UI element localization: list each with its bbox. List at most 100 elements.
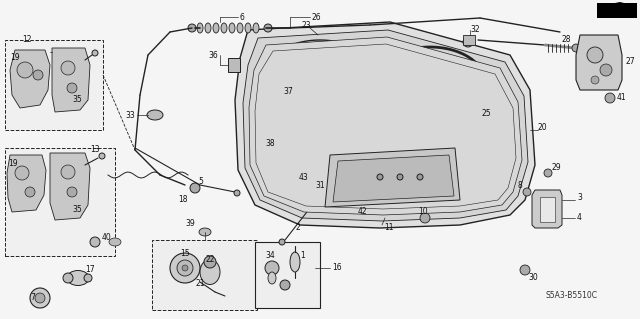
Text: 30: 30 — [528, 273, 538, 283]
Circle shape — [30, 288, 50, 308]
Polygon shape — [605, 2, 635, 14]
Text: 41: 41 — [617, 93, 627, 102]
Text: 17: 17 — [85, 265, 95, 275]
Text: 33: 33 — [125, 110, 135, 120]
Circle shape — [420, 213, 430, 223]
Text: 25: 25 — [482, 108, 492, 117]
Circle shape — [90, 237, 100, 247]
Polygon shape — [7, 155, 46, 212]
Circle shape — [544, 169, 552, 177]
Text: 31: 31 — [316, 181, 325, 189]
Circle shape — [188, 24, 196, 32]
Text: 12: 12 — [22, 35, 31, 44]
Circle shape — [600, 64, 612, 76]
Text: 15: 15 — [180, 249, 189, 258]
Polygon shape — [50, 153, 90, 220]
Text: 18: 18 — [178, 196, 188, 204]
Ellipse shape — [229, 23, 235, 33]
Text: 21: 21 — [195, 278, 205, 287]
Polygon shape — [342, 162, 357, 176]
Text: 10: 10 — [418, 207, 428, 217]
Circle shape — [17, 62, 33, 78]
Circle shape — [350, 200, 360, 210]
Text: 35: 35 — [72, 205, 82, 214]
Bar — [282, 148, 292, 158]
Text: 22: 22 — [205, 256, 214, 264]
Text: FR.: FR. — [600, 5, 616, 14]
Circle shape — [587, 47, 603, 63]
Circle shape — [61, 61, 75, 75]
Bar — [228, 58, 240, 72]
Text: 37: 37 — [283, 87, 292, 97]
Polygon shape — [333, 155, 454, 202]
Bar — [440, 105, 460, 121]
Ellipse shape — [213, 23, 219, 33]
Text: 9: 9 — [365, 183, 370, 192]
Circle shape — [204, 256, 216, 268]
Circle shape — [311, 179, 319, 187]
Circle shape — [33, 70, 43, 80]
Circle shape — [523, 188, 531, 196]
Ellipse shape — [109, 238, 121, 246]
Text: 24: 24 — [392, 164, 402, 173]
Text: 13: 13 — [90, 145, 100, 154]
Circle shape — [63, 273, 73, 283]
Text: 3: 3 — [577, 192, 582, 202]
Text: 39: 39 — [185, 219, 195, 228]
Circle shape — [327, 187, 337, 197]
Ellipse shape — [200, 259, 220, 285]
Text: 5: 5 — [198, 177, 203, 187]
Circle shape — [463, 37, 473, 47]
Bar — [5, 148, 115, 256]
Text: 35: 35 — [72, 95, 82, 105]
Circle shape — [182, 265, 188, 271]
Bar — [5, 40, 103, 130]
Text: 8: 8 — [518, 181, 523, 189]
Circle shape — [280, 280, 290, 290]
Circle shape — [15, 166, 29, 180]
Circle shape — [234, 190, 240, 196]
Text: 28: 28 — [562, 35, 572, 44]
Text: 2: 2 — [295, 224, 300, 233]
Text: 34: 34 — [265, 250, 275, 259]
Text: 19: 19 — [10, 54, 20, 63]
Circle shape — [264, 24, 272, 32]
Text: 16: 16 — [332, 263, 342, 272]
Ellipse shape — [197, 23, 203, 33]
Bar — [268, 88, 280, 106]
Text: 43: 43 — [298, 174, 308, 182]
Polygon shape — [243, 30, 528, 221]
Circle shape — [572, 44, 580, 52]
Circle shape — [344, 184, 352, 192]
Text: 38: 38 — [266, 138, 275, 147]
Circle shape — [377, 174, 383, 180]
Circle shape — [358, 191, 366, 199]
Ellipse shape — [253, 23, 259, 33]
Circle shape — [92, 50, 98, 56]
Text: 4: 4 — [577, 213, 582, 222]
Polygon shape — [576, 35, 622, 90]
Text: 1: 1 — [300, 250, 305, 259]
Polygon shape — [249, 37, 522, 215]
Text: 26: 26 — [312, 12, 322, 21]
Circle shape — [279, 239, 285, 245]
Circle shape — [177, 260, 193, 276]
Polygon shape — [315, 148, 330, 162]
Ellipse shape — [237, 23, 243, 33]
Text: 23: 23 — [302, 20, 312, 29]
Circle shape — [35, 293, 45, 303]
Circle shape — [605, 93, 615, 103]
Ellipse shape — [290, 252, 300, 272]
Bar — [152, 240, 257, 310]
Circle shape — [25, 187, 35, 197]
Polygon shape — [540, 197, 555, 222]
Circle shape — [61, 165, 75, 179]
Polygon shape — [235, 22, 535, 228]
Circle shape — [265, 261, 279, 275]
Circle shape — [520, 265, 530, 275]
Ellipse shape — [245, 23, 251, 33]
Circle shape — [190, 183, 200, 193]
Text: S5A3-B5510C: S5A3-B5510C — [546, 291, 598, 300]
Polygon shape — [597, 3, 637, 18]
Ellipse shape — [221, 23, 227, 33]
